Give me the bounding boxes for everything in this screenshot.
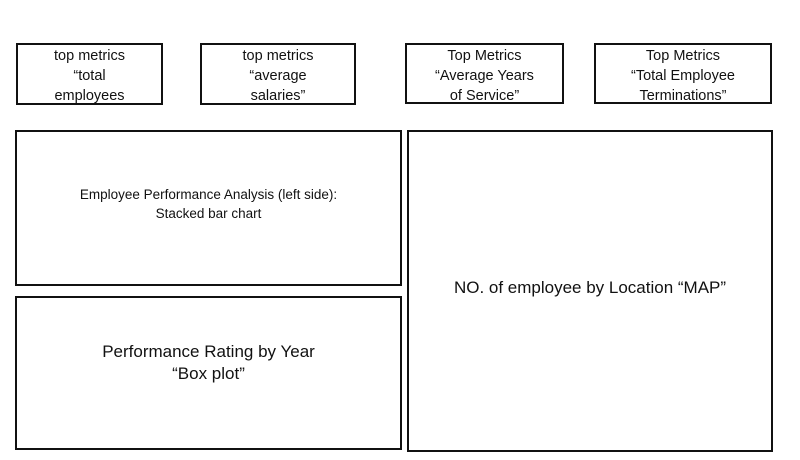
metric-average-salaries: top metrics “average salaries”: [200, 43, 356, 105]
metric-line: “Average Years: [435, 68, 534, 84]
metric-line: salaries”: [250, 88, 306, 104]
panel-performance-analysis: Employee Performance Analysis (left side…: [15, 130, 402, 286]
metric-line: “average: [249, 68, 307, 84]
metric-line: top metrics: [54, 48, 125, 64]
metric-line: of Service”: [449, 88, 520, 104]
metric-line: “Total Employee: [631, 68, 735, 84]
metric-line: Terminations”: [639, 88, 727, 104]
panel-title: Performance Rating by Year: [102, 342, 315, 361]
metric-line: top metrics: [242, 48, 314, 64]
panel-subtitle: “Box plot”: [172, 364, 245, 383]
metric-line: Top Metrics: [645, 48, 721, 64]
metric-average-years-of-service: Top Metrics “Average Years of Service”: [405, 43, 564, 104]
panel-title: NO. of employee by Location “MAP”: [453, 278, 727, 297]
panel-title: Employee Performance Analysis (left side…: [79, 187, 338, 202]
metric-line: employees: [54, 88, 125, 104]
metric-line: “total: [73, 68, 106, 84]
panel-location-map: NO. of employee by Location “MAP”: [407, 130, 773, 452]
metric-total-employees: top metrics “total employees: [16, 43, 163, 105]
panel-rating-by-year: Performance Rating by Year “Box plot”: [15, 296, 402, 450]
panel-subtitle: Stacked bar chart: [155, 206, 262, 221]
metric-total-employee-terminations: Top Metrics “Total Employee Terminations…: [594, 43, 772, 104]
metric-line: Top Metrics: [447, 48, 522, 64]
